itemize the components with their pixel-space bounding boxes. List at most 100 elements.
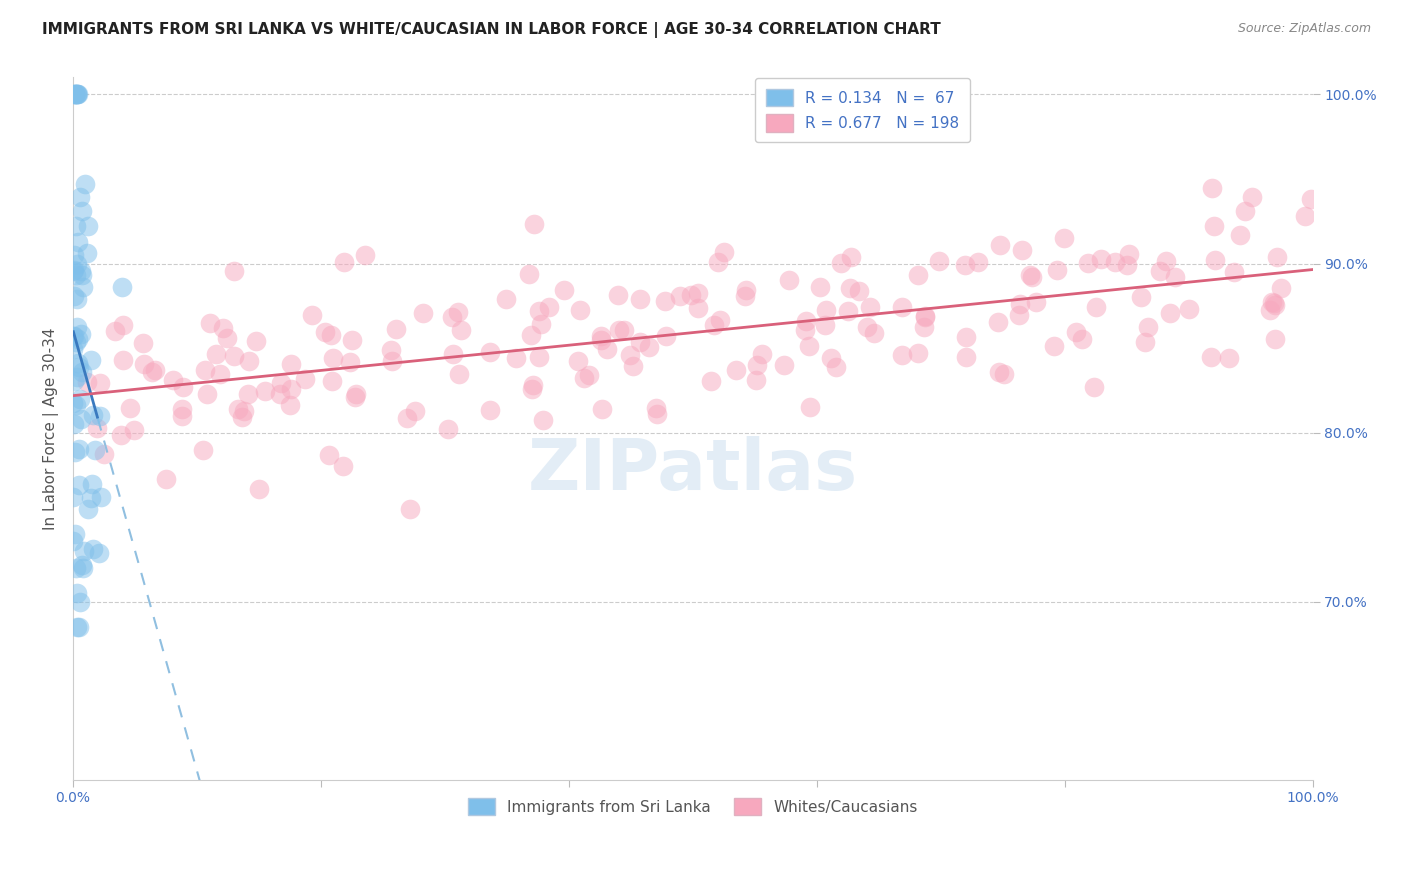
Point: [332, 458, 354, 473]
Point: [988, 238, 1011, 252]
Point: [76, 245, 98, 260]
Point: [688, 301, 710, 316]
Point: [354, 248, 377, 262]
Point: [155, 472, 177, 486]
Point: [69, 595, 91, 609]
Point: [247, 482, 270, 496]
Point: [955, 350, 977, 364]
Point: [73, 177, 96, 191]
Point: [380, 343, 402, 357]
Point: [198, 316, 221, 330]
Point: [745, 372, 768, 386]
Point: [269, 387, 291, 401]
Point: [1104, 255, 1126, 269]
Point: [67, 477, 90, 491]
Point: [314, 325, 336, 339]
Point: [863, 326, 886, 341]
Point: [63, 248, 86, 262]
Point: [63, 527, 86, 541]
Point: [1159, 306, 1181, 320]
Point: [73, 544, 96, 558]
Point: [66, 87, 89, 102]
Point: [621, 359, 644, 374]
Point: [1043, 339, 1066, 353]
Point: [569, 302, 592, 317]
Point: [93, 447, 115, 461]
Point: [495, 292, 517, 306]
Point: [141, 365, 163, 379]
Point: [700, 374, 723, 388]
Point: [724, 363, 747, 377]
Point: [238, 354, 260, 368]
Point: [70, 203, 93, 218]
Point: [450, 323, 472, 337]
Point: [703, 318, 725, 332]
Point: [172, 380, 194, 394]
Point: [280, 357, 302, 371]
Point: [72, 280, 94, 294]
Point: [848, 285, 870, 299]
Point: [62, 328, 84, 343]
Point: [517, 267, 540, 281]
Point: [1077, 256, 1099, 270]
Point: [398, 502, 420, 516]
Point: [63, 375, 86, 389]
Point: [987, 316, 1010, 330]
Point: [62, 87, 84, 102]
Point: [707, 255, 730, 269]
Point: [596, 342, 619, 356]
Point: [318, 448, 340, 462]
Point: [520, 327, 543, 342]
Point: [104, 324, 127, 338]
Point: [531, 413, 554, 427]
Point: [794, 314, 817, 328]
Point: [62, 417, 84, 432]
Point: [654, 294, 676, 309]
Point: [333, 254, 356, 268]
Point: [280, 398, 302, 412]
Point: [1011, 244, 1033, 258]
Point: [70, 327, 93, 342]
Point: [1263, 296, 1285, 310]
Point: [226, 401, 249, 416]
Point: [69, 392, 91, 406]
Point: [679, 288, 702, 302]
Point: [344, 391, 367, 405]
Point: [63, 263, 86, 277]
Point: [1178, 301, 1201, 316]
Point: [62, 490, 84, 504]
Point: [1218, 351, 1240, 366]
Point: [713, 245, 735, 260]
Point: [193, 442, 215, 457]
Point: [66, 87, 89, 102]
Point: [578, 368, 600, 383]
Point: [205, 347, 228, 361]
Point: [67, 442, 90, 456]
Point: [224, 349, 246, 363]
Point: [912, 319, 935, 334]
Point: [132, 357, 155, 371]
Point: [914, 309, 936, 323]
Point: [396, 410, 419, 425]
Point: [441, 310, 464, 324]
Point: [82, 542, 104, 557]
Point: [1201, 181, 1223, 195]
Point: [891, 348, 914, 362]
Point: [967, 255, 990, 269]
Point: [838, 281, 860, 295]
Point: [993, 367, 1015, 381]
Point: [65, 87, 87, 102]
Point: [62, 396, 84, 410]
Point: [132, 335, 155, 350]
Point: [567, 354, 589, 368]
Point: [112, 318, 135, 332]
Text: Source: ZipAtlas.com: Source: ZipAtlas.com: [1237, 22, 1371, 36]
Point: [1164, 269, 1187, 284]
Point: [66, 356, 89, 370]
Y-axis label: In Labor Force | Age 30-34: In Labor Force | Age 30-34: [44, 327, 59, 530]
Point: [66, 257, 89, 271]
Point: [645, 401, 668, 415]
Text: ZIPatlas: ZIPatlas: [527, 436, 858, 505]
Point: [953, 258, 976, 272]
Point: [772, 358, 794, 372]
